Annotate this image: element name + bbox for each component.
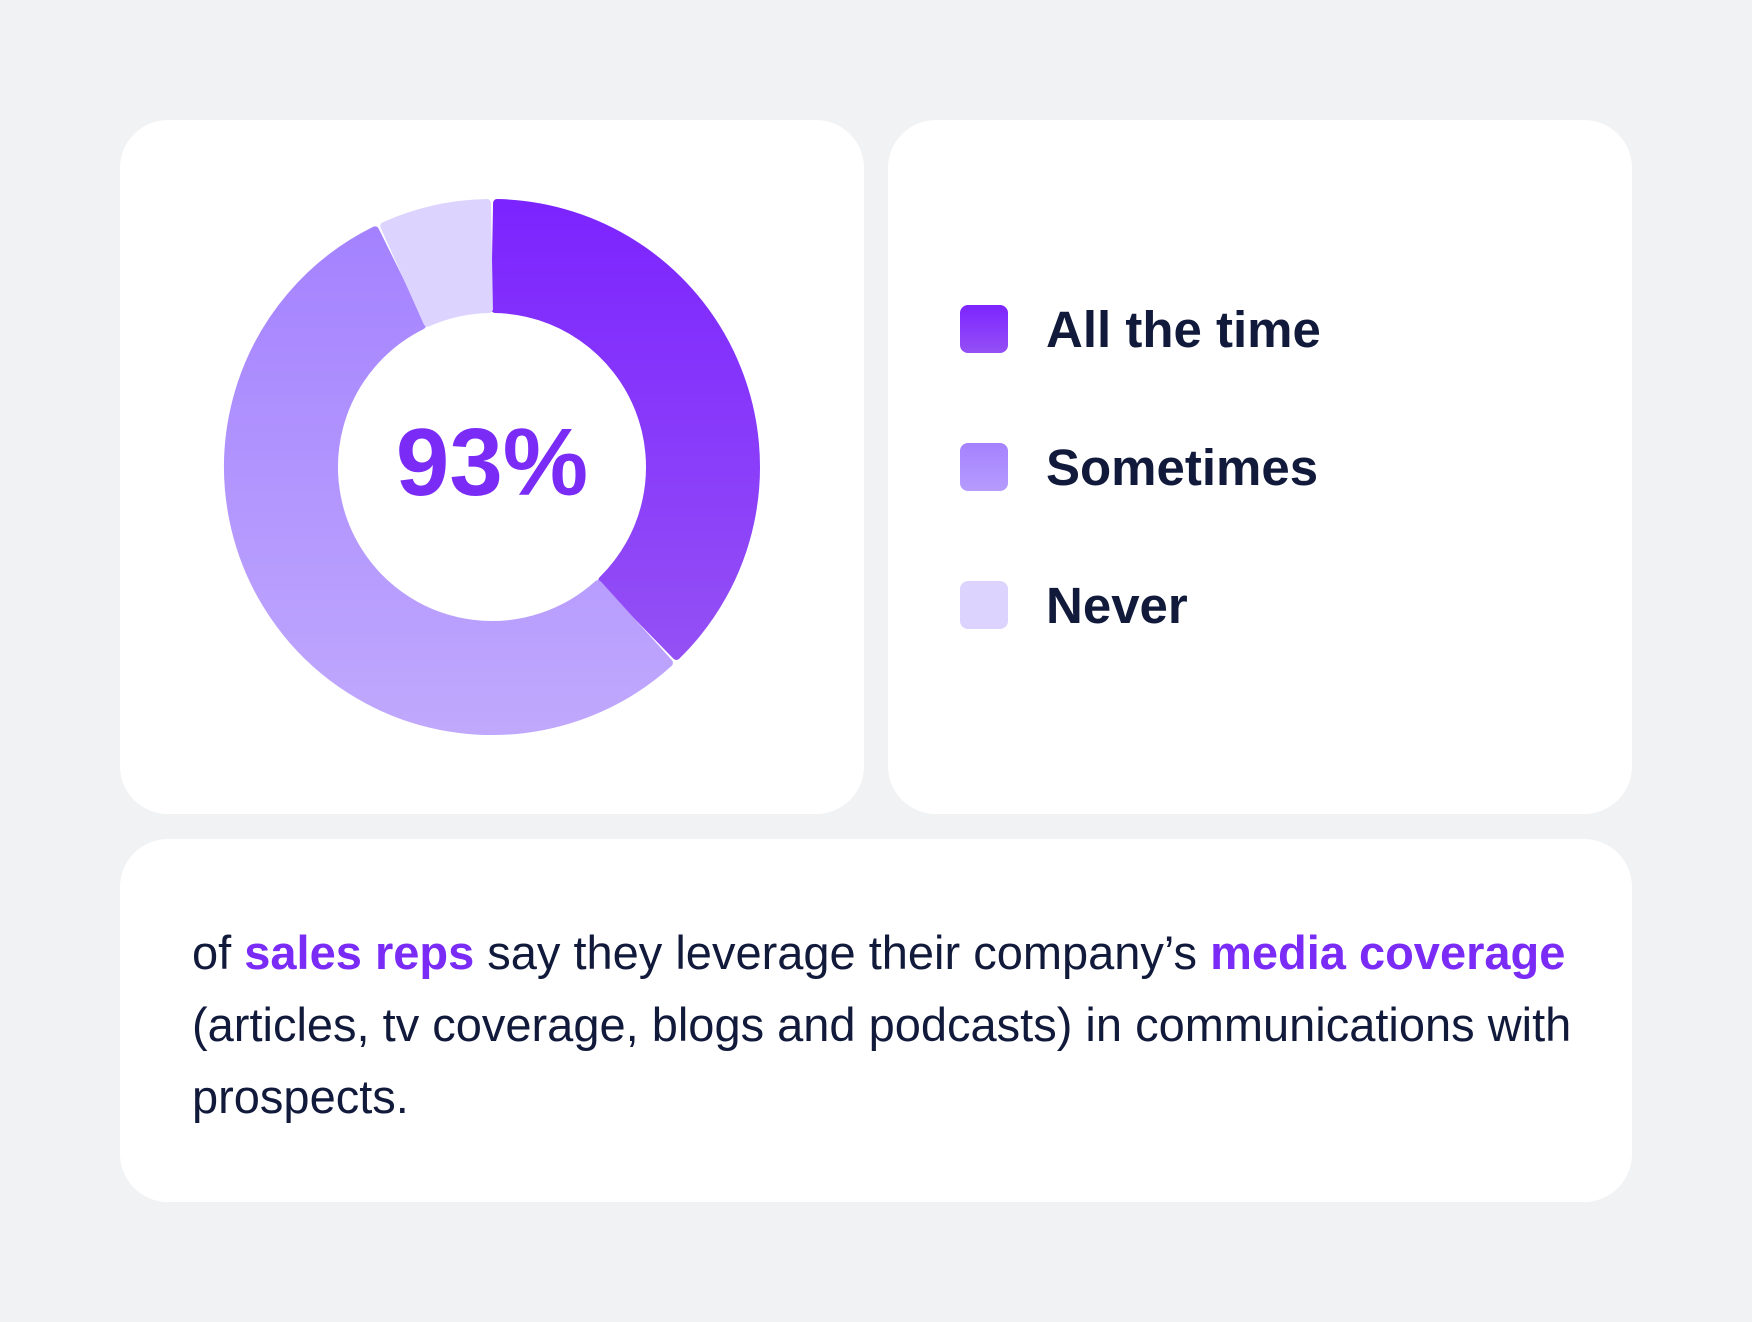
caption-text: of sales reps say they leverage their co…	[192, 917, 1572, 1133]
legend-item-sometimes: Sometimes	[960, 437, 1318, 497]
caption-part: of	[192, 926, 245, 979]
legend-item-all-the-time: All the time	[960, 299, 1321, 359]
donut-slice-never	[380, 199, 493, 327]
caption-highlight-media-coverage: media coverage	[1210, 926, 1566, 979]
caption-part: say they leverage their company’s	[474, 926, 1211, 979]
donut-chart: 93%	[224, 199, 760, 735]
donut-slice-sometimes	[224, 226, 673, 735]
legend-item-never: Never	[960, 575, 1188, 635]
legend-swatch-sometimes	[960, 443, 1008, 491]
legend-card: All the time Sometimes Never	[888, 120, 1632, 814]
caption-card: of sales reps say they leverage their co…	[120, 839, 1632, 1202]
legend-swatch-never	[960, 581, 1008, 629]
donut-slice-all-the-time	[491, 199, 760, 660]
legend-label: Sometimes	[1046, 438, 1319, 496]
chart-card: 93%	[120, 120, 864, 814]
legend-swatch-all-the-time	[960, 305, 1008, 353]
caption-part: (articles, tv coverage, blogs and podcas…	[192, 998, 1572, 1123]
center-percentage: 93%	[396, 409, 588, 516]
caption-highlight-sales-reps: sales reps	[244, 926, 475, 979]
legend-label: Never	[1046, 576, 1188, 634]
legend-label: All the time	[1046, 300, 1321, 358]
